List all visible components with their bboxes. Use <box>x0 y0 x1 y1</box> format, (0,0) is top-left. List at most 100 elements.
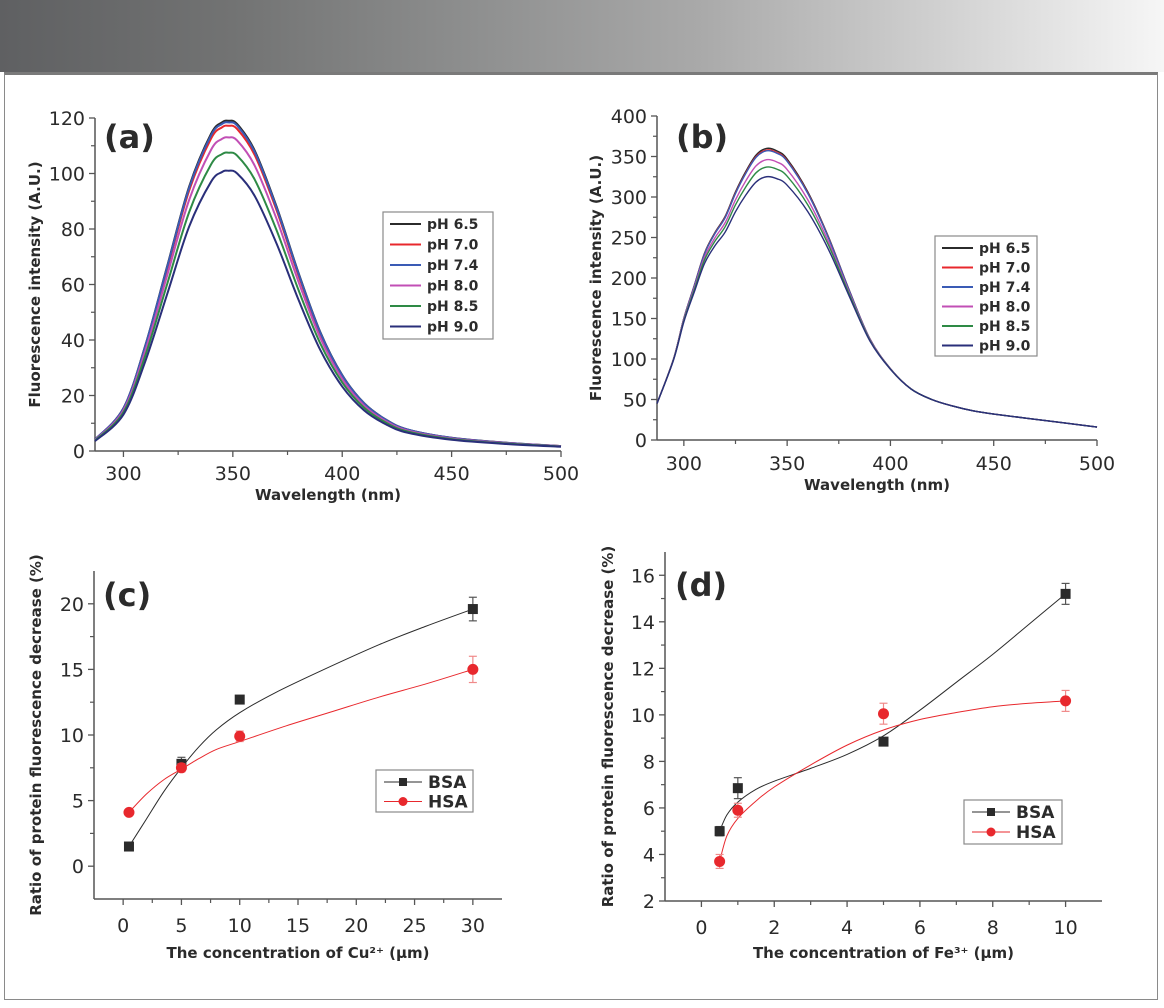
data-point-bsa <box>732 783 743 794</box>
y-tick-label: 120 <box>49 108 85 130</box>
x-tick-label: 10 <box>1053 917 1077 939</box>
y-tick-label: 400 <box>611 106 647 128</box>
data-point-bsa <box>123 841 134 852</box>
legend-label: pH 7.0 <box>427 238 479 254</box>
panel-c: 0 5 10 15 20 25 30 0 5 10 15 20 The concentration of… <box>27 554 502 962</box>
x-axis-title: Wavelength (nm) <box>255 486 401 504</box>
x-tick-label: 5 <box>175 915 187 937</box>
legend-marker <box>399 778 407 786</box>
x-axis-title: The concentration of Cu²⁺ (μm) <box>167 944 430 962</box>
legend: pH 6.5 pH 7.0 pH 7.4 pH 8.0 pH 8.5 pH 9.0 <box>382 211 494 340</box>
legend-label: HSA <box>428 793 468 813</box>
y-tick-label: 2 <box>643 891 655 913</box>
legend-marker <box>987 808 995 816</box>
x-axis-title: The concentration of Fe³⁺ (μm) <box>753 944 1014 962</box>
y-tick-label: 50 <box>623 390 647 412</box>
series-line-pH-9-0 <box>94 169 562 448</box>
header-banner <box>0 0 1164 72</box>
data-point-hsa <box>467 663 479 675</box>
y-tick-label: 20 <box>60 594 84 616</box>
y-tick-label: 350 <box>611 147 647 169</box>
panel-b: 300 350 400 450 500050100150200250300350400W… <box>587 106 1115 494</box>
legend-label: pH 8.0 <box>979 300 1031 316</box>
legend-label: pH 8.0 <box>427 279 479 295</box>
data-point-hsa <box>175 762 187 774</box>
x-tick-label: 450 <box>433 463 469 485</box>
y-tick-label: 100 <box>611 349 647 371</box>
panel-label: (d) <box>675 566 727 604</box>
y-tick-label: 40 <box>61 330 85 352</box>
y-axis-title: Fluorescence intensity (A.U.) <box>26 161 44 407</box>
panel-d: 0 2 4 6 8 10 2 4 6 8 10 12 14 16 The concentration of … <box>599 546 1102 962</box>
y-axis-title: Fluorescence intensity (A.U.) <box>587 155 605 401</box>
legend-marker <box>986 827 996 837</box>
x-tick-label: 2 <box>768 917 780 939</box>
x-tick-label: 450 <box>976 453 1012 475</box>
y-tick-label: 300 <box>611 187 647 209</box>
fit-line-hsa <box>128 668 474 813</box>
x-tick-label: 8 <box>987 917 999 939</box>
y-axis-title: Ratio of protein fluorescence decrease (… <box>599 546 617 908</box>
x-tick-label: 350 <box>215 463 251 485</box>
x-tick-label: 400 <box>324 463 360 485</box>
x-tick-label: 350 <box>769 453 805 475</box>
x-tick-label: 500 <box>1079 453 1115 475</box>
legend-box <box>934 235 1038 357</box>
figure-frame <box>4 72 1158 1000</box>
y-tick-label: 0 <box>635 430 647 452</box>
y-tick-label: 16 <box>631 565 655 587</box>
x-tick-label: 4 <box>841 917 853 939</box>
data-point-bsa <box>878 736 889 747</box>
x-tick-label: 400 <box>872 453 908 475</box>
y-axis-title: Ratio of protein fluorescence decrease (… <box>27 554 45 916</box>
data-point-bsa <box>234 694 245 705</box>
x-tick-label: 6 <box>914 917 926 939</box>
series-line-pH-8-5 <box>94 151 562 448</box>
fit-line-bsa <box>128 608 474 847</box>
y-tick-label: 100 <box>49 164 85 186</box>
panel-label: (c) <box>103 576 151 614</box>
legend: pH 6.5 pH 7.0 pH 7.4 pH 8.0 pH 8.5 pH 9.0 <box>934 235 1038 357</box>
y-tick-label: 5 <box>72 791 84 813</box>
data-point-hsa <box>234 730 246 742</box>
legend-marker <box>398 797 408 806</box>
legend-label: pH 7.0 <box>979 261 1031 277</box>
x-tick-label: 500 <box>543 463 579 485</box>
legend-box <box>963 799 1063 845</box>
data-point-hsa <box>714 855 726 867</box>
x-tick-label: 15 <box>286 915 310 937</box>
y-tick-label: 6 <box>643 798 655 820</box>
data-point-bsa <box>467 604 478 615</box>
legend-label: pH 7.4 <box>427 258 479 274</box>
y-tick-label: 150 <box>611 309 647 331</box>
fit-line-bsa <box>719 593 1066 832</box>
data-point-bsa <box>714 826 725 837</box>
panel-label: (a) <box>104 118 155 156</box>
y-tick-label: 10 <box>60 725 84 747</box>
fit-line-hsa <box>719 700 1066 862</box>
legend-label: BSA <box>428 773 467 793</box>
y-tick-label: 20 <box>61 386 85 408</box>
legend-label: HSA <box>1016 823 1056 843</box>
data-point-bsa <box>1060 588 1071 599</box>
y-tick-label: 0 <box>73 441 85 463</box>
legend-box <box>382 211 494 340</box>
legend-box <box>375 769 474 813</box>
x-tick-label: 300 <box>105 463 141 485</box>
y-tick-label: 0 <box>72 856 84 878</box>
y-tick-label: 80 <box>61 219 85 241</box>
x-tick-label: 25 <box>402 915 426 937</box>
y-tick-label: 200 <box>611 268 647 290</box>
y-tick-label: 4 <box>643 844 655 866</box>
legend-label: pH 7.4 <box>979 280 1031 296</box>
x-tick-label: 10 <box>228 915 252 937</box>
x-tick-label: 300 <box>666 453 702 475</box>
y-tick-label: 12 <box>631 658 655 680</box>
y-tick-label: 10 <box>631 705 655 727</box>
data-point-hsa <box>123 806 135 818</box>
legend-label: pH 6.5 <box>979 241 1030 257</box>
legend-label: pH 6.5 <box>427 217 478 233</box>
